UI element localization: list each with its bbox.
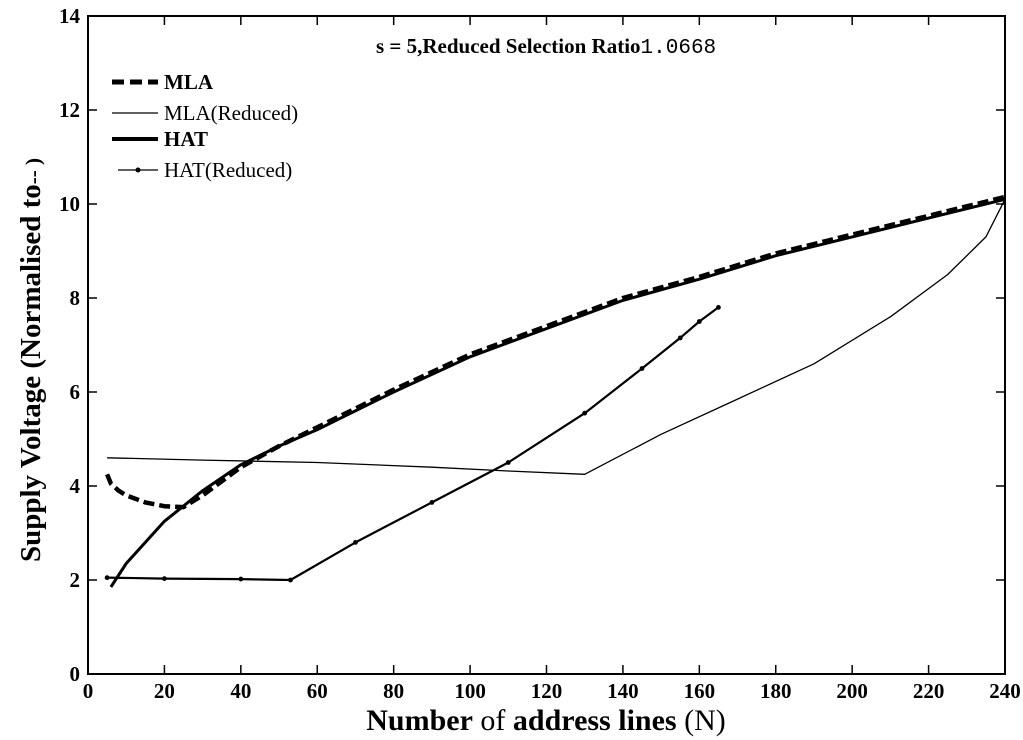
x-axis-label-part-3: address lines: [513, 704, 677, 737]
x-tick-label: 200: [836, 679, 868, 703]
series-line-3: [107, 306, 720, 582]
x-tick-label: 140: [607, 679, 639, 703]
x-tick-label: 240: [989, 679, 1021, 703]
x-tick-label: 20: [154, 679, 175, 703]
y-tick-label: 0: [70, 662, 81, 686]
x-tick-label: 100: [454, 679, 486, 703]
legend-label: MLA: [164, 70, 214, 94]
series-marker: [716, 305, 721, 310]
y-tick-label: 8: [70, 286, 81, 310]
x-tick-label: 180: [760, 679, 792, 703]
y-tick-label: 2: [70, 568, 81, 592]
legend-label: MLA(Reduced): [164, 101, 298, 125]
legend-swatch-marker: [135, 167, 141, 173]
legend: MLA MLA(Reduced)HAT HAT(Reduced): [112, 70, 298, 182]
x-axis-label-part-4: (N): [677, 704, 726, 737]
series-marker: [582, 410, 588, 416]
series-line-1: [107, 199, 1006, 475]
series-line-0: [105, 194, 1006, 510]
x-tick-label: 80: [383, 679, 404, 703]
x-axis-label: Number of address lines (N): [366, 704, 725, 737]
y-tick-label: 4: [70, 474, 81, 498]
series-marker: [238, 576, 244, 582]
series-layer: [104, 194, 1006, 588]
series-line-2: [109, 197, 1006, 588]
chart-title: s = 5,Reduced Selection Ratio1.0668: [376, 34, 716, 60]
series-marker: [162, 576, 167, 581]
y-axis-label-text: Supply Voltage (Normalised to: [15, 184, 47, 562]
y-tick-label: 10: [59, 192, 80, 216]
series-marker: [696, 319, 702, 324]
chart-title-text: s = 5,Reduced Selection Ratio: [376, 34, 641, 58]
legend-label: HAT(Reduced): [164, 158, 292, 182]
x-tick-label: 120: [531, 679, 563, 703]
x-axis-label-part-1: Number: [366, 704, 473, 737]
y-tick-label: 6: [70, 380, 81, 404]
chart-title-value: 1.0668: [641, 37, 717, 60]
y-ticks: 0 2 4 6 8 10 12 14: [59, 4, 1005, 686]
x-tick-label: 40: [230, 679, 251, 703]
series-marker: [353, 540, 358, 545]
legend-label: HAT: [164, 127, 208, 151]
y-axis-label-tail: -- ): [21, 158, 45, 184]
y-tick-label: 14: [59, 4, 81, 28]
series-marker: [677, 335, 683, 341]
series-marker: [429, 500, 435, 505]
x-tick-label: 0: [83, 679, 94, 703]
series-marker: [505, 460, 511, 465]
y-axis-label: Supply Voltage (Normalised to-- ): [15, 158, 47, 562]
series-marker: [639, 366, 645, 371]
x-tick-label: 220: [913, 679, 945, 703]
x-tick-label: 160: [684, 679, 716, 703]
series-marker: [104, 575, 110, 581]
x-axis-label-part-2: of: [473, 704, 513, 737]
y-tick-label: 12: [59, 98, 80, 122]
x-ticks: 0 20 40 60 80 100 120 140 160 180 200 220 240: [83, 16, 1021, 703]
series-marker: [288, 577, 293, 583]
x-tick-label: 60: [307, 679, 328, 703]
